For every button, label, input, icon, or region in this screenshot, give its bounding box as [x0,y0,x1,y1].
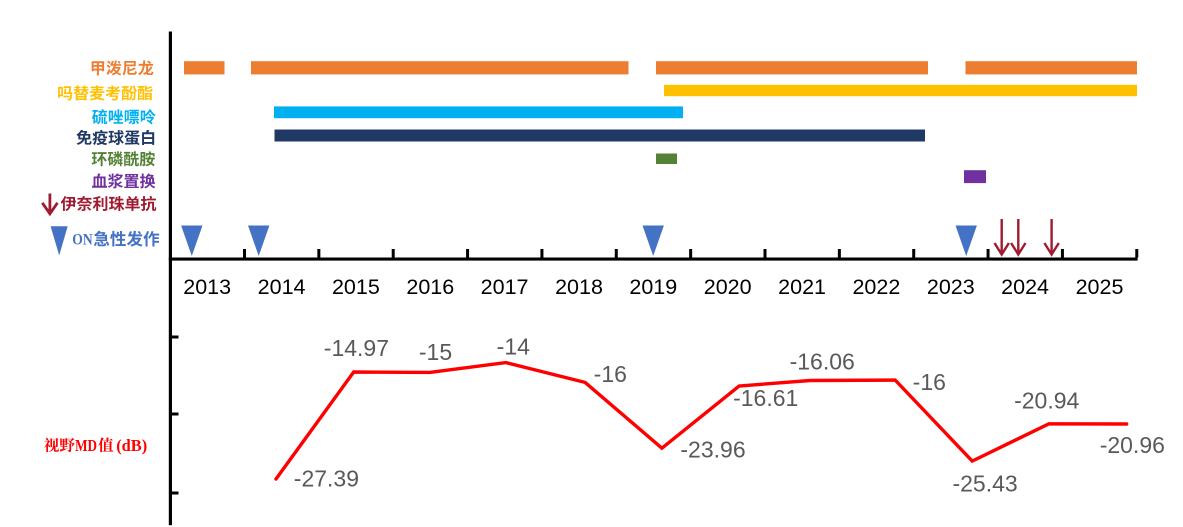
svg-text:-23.96: -23.96 [680,436,745,462]
svg-text:2013: 2013 [183,275,231,299]
svg-text:2023: 2023 [927,275,975,299]
svg-text:-15: -15 [419,339,452,365]
svg-text:-25.43: -25.43 [952,471,1017,497]
svg-text:-27.39: -27.39 [294,466,359,492]
svg-text:2020: 2020 [704,275,752,299]
svg-text:-16.06: -16.06 [790,349,855,375]
svg-text:-14: -14 [497,334,530,360]
svg-text:ON: ON [72,231,93,248]
svg-text:2017: 2017 [481,275,529,299]
svg-text:2014: 2014 [258,275,306,299]
svg-text:2024: 2024 [1001,275,1049,299]
svg-text:MD: MD [75,436,97,455]
svg-text:2022: 2022 [852,275,900,299]
svg-text:-16.61: -16.61 [733,385,798,411]
svg-text:-20.96: -20.96 [1100,432,1165,458]
svg-text:-16: -16 [594,361,627,387]
svg-text:2019: 2019 [629,275,677,299]
svg-text:2021: 2021 [778,275,826,299]
svg-text:2015: 2015 [332,275,380,299]
svg-text:-16: -16 [913,369,946,395]
svg-text:-14.97: -14.97 [324,335,389,361]
svg-text:(dB): (dB) [116,436,147,455]
svg-text:-20.94: -20.94 [1014,388,1079,414]
svg-text:2018: 2018 [555,275,603,299]
svg-text:2025: 2025 [1076,275,1124,299]
svg-text:2016: 2016 [406,275,454,299]
